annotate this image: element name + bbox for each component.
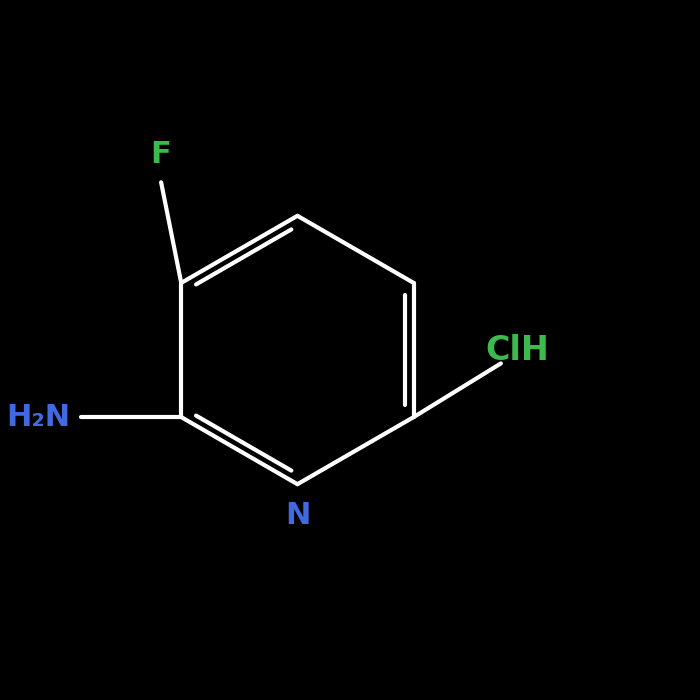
Text: ClH: ClH — [485, 333, 550, 367]
Text: F: F — [150, 140, 172, 169]
Text: N: N — [285, 501, 310, 530]
Text: H₂N: H₂N — [6, 402, 71, 432]
